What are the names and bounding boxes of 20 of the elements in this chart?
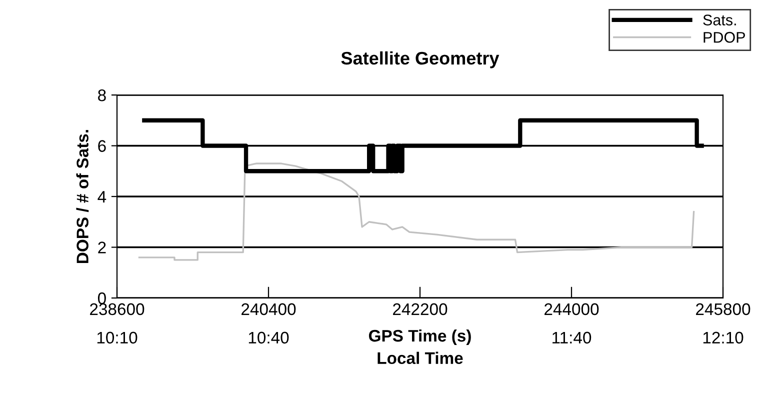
y-tick-label: 4 xyxy=(98,191,106,203)
y-tick-label: 6 xyxy=(98,140,106,152)
x2-tick-label: 10:10 xyxy=(97,332,138,344)
y-tick-label: 2 xyxy=(98,242,106,254)
legend-label: PDOP xyxy=(704,32,745,43)
legend-label: Sats. xyxy=(703,14,736,26)
y-tick-label: 0 xyxy=(98,292,106,304)
y-tick-label: 8 xyxy=(98,89,106,102)
y-axis-title: DOPS / # of Sats. xyxy=(76,130,89,263)
x2-tick-label: 11:40 xyxy=(552,332,592,344)
x-tick-label: 240400 xyxy=(242,303,296,316)
x2-tick-label: 12:10 xyxy=(703,332,744,344)
x-tick-label: 242200 xyxy=(393,303,448,316)
x-tick-label: 245800 xyxy=(696,303,750,316)
x2-tick-label: 10:40 xyxy=(248,332,289,344)
chart-title: Satellite Geometry xyxy=(341,51,500,68)
x2-axis-title: Local Time xyxy=(378,352,463,364)
x-tick-label: 244000 xyxy=(544,303,599,316)
x-axis-title: GPS Time (s) xyxy=(368,329,471,345)
x-tick-label: 238600 xyxy=(90,303,144,316)
